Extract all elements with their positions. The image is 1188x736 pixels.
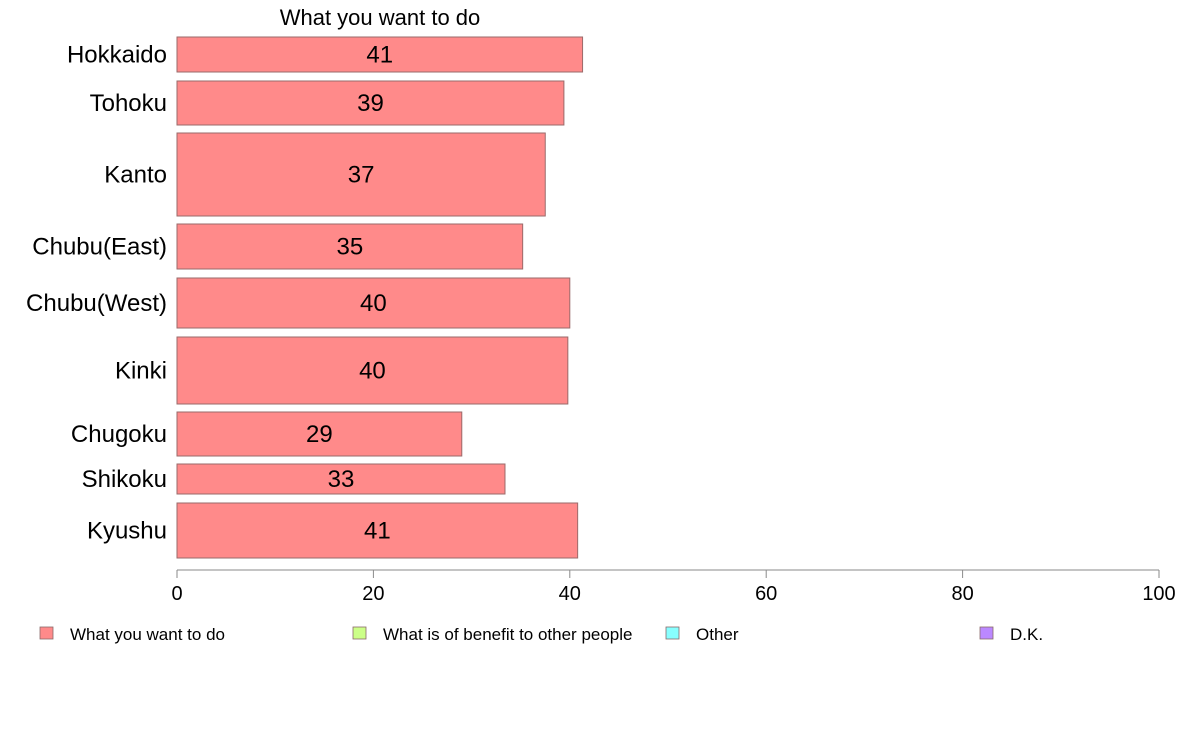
category-label: Kyushu (87, 518, 167, 545)
data-label: 41 (364, 518, 391, 545)
category-label: Hokkaido (67, 42, 167, 69)
legend-swatch (979, 626, 994, 640)
legend-label: Other (696, 625, 739, 644)
bar-hokkaido (176, 36, 584, 73)
x-tick-label: 0 (171, 583, 182, 605)
bar-kinki (176, 336, 569, 405)
bar-kyushu (176, 502, 579, 559)
x-tick-label: 40 (559, 583, 581, 605)
bar-shikoku (176, 463, 506, 495)
bars-group: Hokkaido 41 Tohoku 39 Kanto 37 Chubu(East) 35 Ch… (26, 36, 584, 559)
bar-chubu-west (176, 277, 571, 329)
legend: What you want to do What is of benefit to… (39, 625, 1043, 644)
data-label: 41 (366, 42, 393, 69)
x-tick-label: 20 (362, 583, 384, 605)
category-label: Chugoku (71, 421, 167, 448)
category-label: Chubu(West) (26, 290, 167, 317)
category-label: Chubu(East) (32, 234, 167, 261)
category-label: Kinki (115, 358, 167, 385)
bar-chubu-east (176, 223, 524, 270)
category-label: Kanto (104, 162, 167, 189)
data-label: 40 (359, 358, 386, 385)
data-label: 40 (360, 290, 387, 317)
bar-tohoku (176, 80, 565, 126)
category-label: Tohoku (90, 90, 167, 117)
category-label: Shikoku (82, 466, 167, 493)
x-tick-label: 100 (1142, 583, 1175, 605)
x-tick-label: 80 (951, 583, 973, 605)
legend-label: D.K. (1010, 625, 1043, 644)
bar-chugoku (176, 411, 463, 457)
legend-label: What you want to do (70, 625, 225, 644)
bar-kanto (176, 132, 546, 217)
chart-title: What you want to do (280, 5, 481, 30)
x-tick-label: 60 (755, 583, 777, 605)
data-label: 29 (306, 421, 333, 448)
x-axis: 0 20 40 60 80 100 (171, 569, 1176, 605)
data-label: 39 (357, 90, 384, 117)
legend-swatch (352, 626, 367, 640)
legend-label: What is of benefit to other people (383, 625, 633, 644)
legend-swatch (39, 626, 54, 640)
data-label: 35 (336, 234, 363, 261)
legend-swatch (665, 626, 680, 640)
data-label: 37 (348, 162, 375, 189)
data-label: 33 (328, 466, 355, 493)
